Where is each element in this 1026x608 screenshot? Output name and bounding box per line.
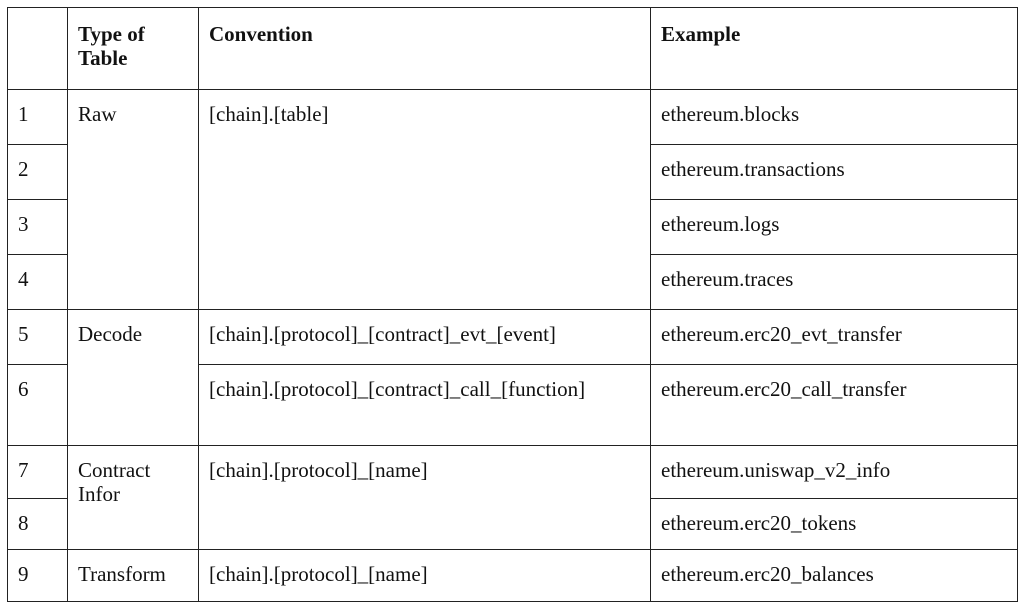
row-number: 9	[7, 549, 68, 602]
type-cell-decode: Decode	[67, 309, 199, 446]
convention-cell: [chain].[protocol]_[contract]_call_[func…	[198, 364, 651, 446]
header-convention: Convention	[198, 7, 651, 90]
example-cell: ethereum.erc20_balances	[650, 549, 1018, 602]
row-number: 4	[7, 254, 68, 310]
example-cell: ethereum.logs	[650, 199, 1018, 255]
table-header-row: Type of Table Convention Example	[7, 7, 1018, 90]
table-naming-convention: Type of Table Convention Example 1 Raw […	[7, 7, 1018, 602]
table-row: 4 ethereum.traces	[7, 254, 1018, 310]
header-type-of-table: Type of Table	[67, 7, 199, 90]
row-number: 3	[7, 199, 68, 255]
example-cell: ethereum.erc20_call_transfer	[650, 364, 1018, 446]
header-example: Example	[650, 7, 1018, 90]
row-number: 5	[7, 309, 68, 365]
table-row: 8 ethereum.erc20_tokens	[7, 498, 1018, 550]
type-cell-transform: Transform	[67, 549, 199, 602]
table-row: 6 [chain].[protocol]_[contract]_call_[fu…	[7, 364, 1018, 446]
example-cell: ethereum.traces	[650, 254, 1018, 310]
example-cell: ethereum.blocks	[650, 89, 1018, 145]
example-cell: ethereum.erc20_evt_transfer	[650, 309, 1018, 365]
header-number	[7, 7, 68, 90]
type-cell-raw: Raw	[67, 89, 199, 310]
convention-cell: [chain].[protocol]_[contract]_evt_[event…	[198, 309, 651, 365]
type-cell-contract-infor: Contract Infor	[67, 445, 199, 550]
table-row: 9 Transform [chain].[protocol]_[name] et…	[7, 549, 1018, 602]
example-cell: ethereum.uniswap_v2_info	[650, 445, 1018, 499]
row-number: 6	[7, 364, 68, 446]
convention-cell-raw: [chain].[table]	[198, 89, 651, 310]
table-row: 7 Contract Infor [chain].[protocol]_[nam…	[7, 445, 1018, 550]
table-row: 5 Decode [chain].[protocol]_[contract]_e…	[7, 309, 1018, 446]
table-row: 1 Raw [chain].[table] ethereum.blocks	[7, 89, 1018, 310]
row-number: 7	[7, 445, 68, 499]
row-number: 8	[7, 498, 68, 550]
convention-cell-contract-infor: [chain].[protocol]_[name]	[198, 445, 651, 550]
example-cell: ethereum.erc20_tokens	[650, 498, 1018, 550]
row-number: 1	[7, 89, 68, 145]
row-number: 2	[7, 144, 68, 200]
example-cell: ethereum.transactions	[650, 144, 1018, 200]
convention-cell: [chain].[protocol]_[name]	[198, 549, 651, 602]
